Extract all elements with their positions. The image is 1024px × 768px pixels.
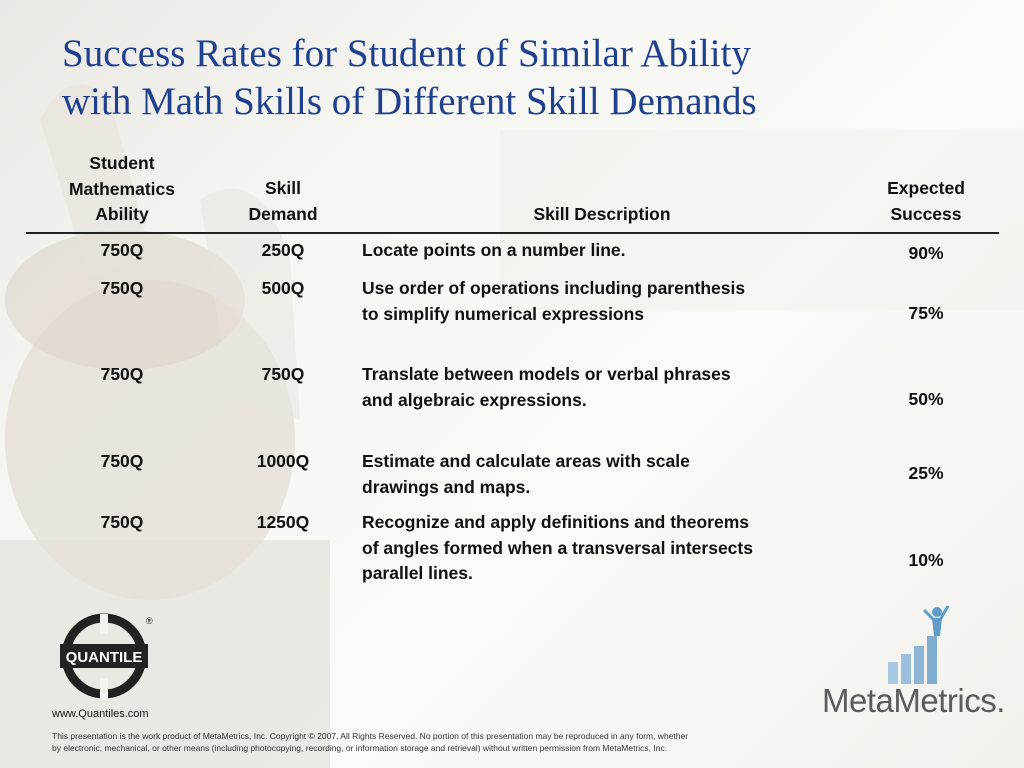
description-line: to simplify numerical expressions [362, 303, 645, 324]
description-line: Use order of operations including parent… [362, 278, 746, 298]
description-line: and algebraic expressions. [362, 389, 587, 410]
header-text: Demand [248, 203, 318, 224]
metametrics-logo-text: MetaMetrics. [822, 682, 1005, 719]
header-student-ability: Student Mathematics Ability [56, 151, 188, 228]
row-2-demand: 500Q [261, 278, 305, 298]
row-5-ability: 750Q [100, 512, 144, 532]
header-text: Expected [887, 178, 965, 198]
description-line: Locate points on a number line. [362, 240, 626, 260]
header-text: Mathematics [68, 178, 175, 199]
header-text: Skill Description [533, 204, 671, 224]
website-url[interactable]: www.Quantiles.com [52, 708, 149, 720]
metametrics-figure-icon [888, 605, 950, 684]
copyright-line: by electronic, mechanical, or other mean… [52, 743, 668, 753]
registered-mark: ® [146, 616, 153, 626]
header-divider [26, 232, 999, 234]
row-4-expected: 25% [908, 463, 944, 483]
description-line: drawings and maps. [362, 476, 531, 497]
row-2-description: Use order of operations including parent… [362, 276, 862, 327]
row-1-expected: 90% [908, 243, 944, 263]
row-4-description: Estimate and calculate areas with scale … [362, 449, 862, 500]
description-line: Estimate and calculate areas with scale [362, 451, 690, 471]
quantile-logo-text: QUANTILE [66, 649, 143, 666]
page-title: Success Rates for Student of Similar Abi… [62, 30, 1002, 126]
row-1-demand: 250Q [261, 240, 305, 260]
header-skill-demand: Skill Demand [228, 176, 338, 227]
row-2-expected: 75% [908, 303, 944, 323]
copyright-notice: This presentation is the work product of… [52, 730, 712, 754]
row-3-ability: 750Q [100, 364, 144, 384]
description-line: parallel lines. [362, 563, 473, 583]
header-text: Student [89, 153, 155, 173]
row-1-ability: 750Q [100, 240, 144, 260]
quantile-logo-icon: QUANTILE ® [60, 613, 153, 700]
header-expected-success: Expected Success [860, 176, 992, 227]
row-1-description: Locate points on a number line. [362, 238, 862, 264]
description-line: Translate between models or verbal phras… [362, 364, 731, 384]
row-3-expected: 50% [908, 389, 944, 409]
row-5-description: Recognize and apply definitions and theo… [362, 510, 862, 587]
row-5-demand: 1250Q [256, 512, 310, 532]
row-4-demand: 1000Q [256, 451, 310, 471]
description-line: of angles formed when a transversal inte… [362, 537, 753, 558]
row-5-expected: 10% [908, 550, 944, 570]
row-3-demand: 750Q [261, 364, 305, 384]
header-skill-description: Skill Description [470, 202, 734, 228]
header-text: Success [890, 203, 962, 224]
title-line-2: with Math Skills of Different Skill Dema… [62, 80, 757, 123]
header-text: Skill [265, 178, 301, 198]
title-line-1: Success Rates for Student of Similar Abi… [62, 32, 751, 75]
copyright-line: This presentation is the work product of… [52, 731, 689, 741]
row-2-ability: 750Q [100, 278, 144, 298]
header-text: Ability [95, 204, 149, 224]
row-4-ability: 750Q [100, 451, 144, 471]
row-3-description: Translate between models or verbal phras… [362, 362, 862, 413]
description-line: Recognize and apply definitions and theo… [362, 512, 749, 532]
